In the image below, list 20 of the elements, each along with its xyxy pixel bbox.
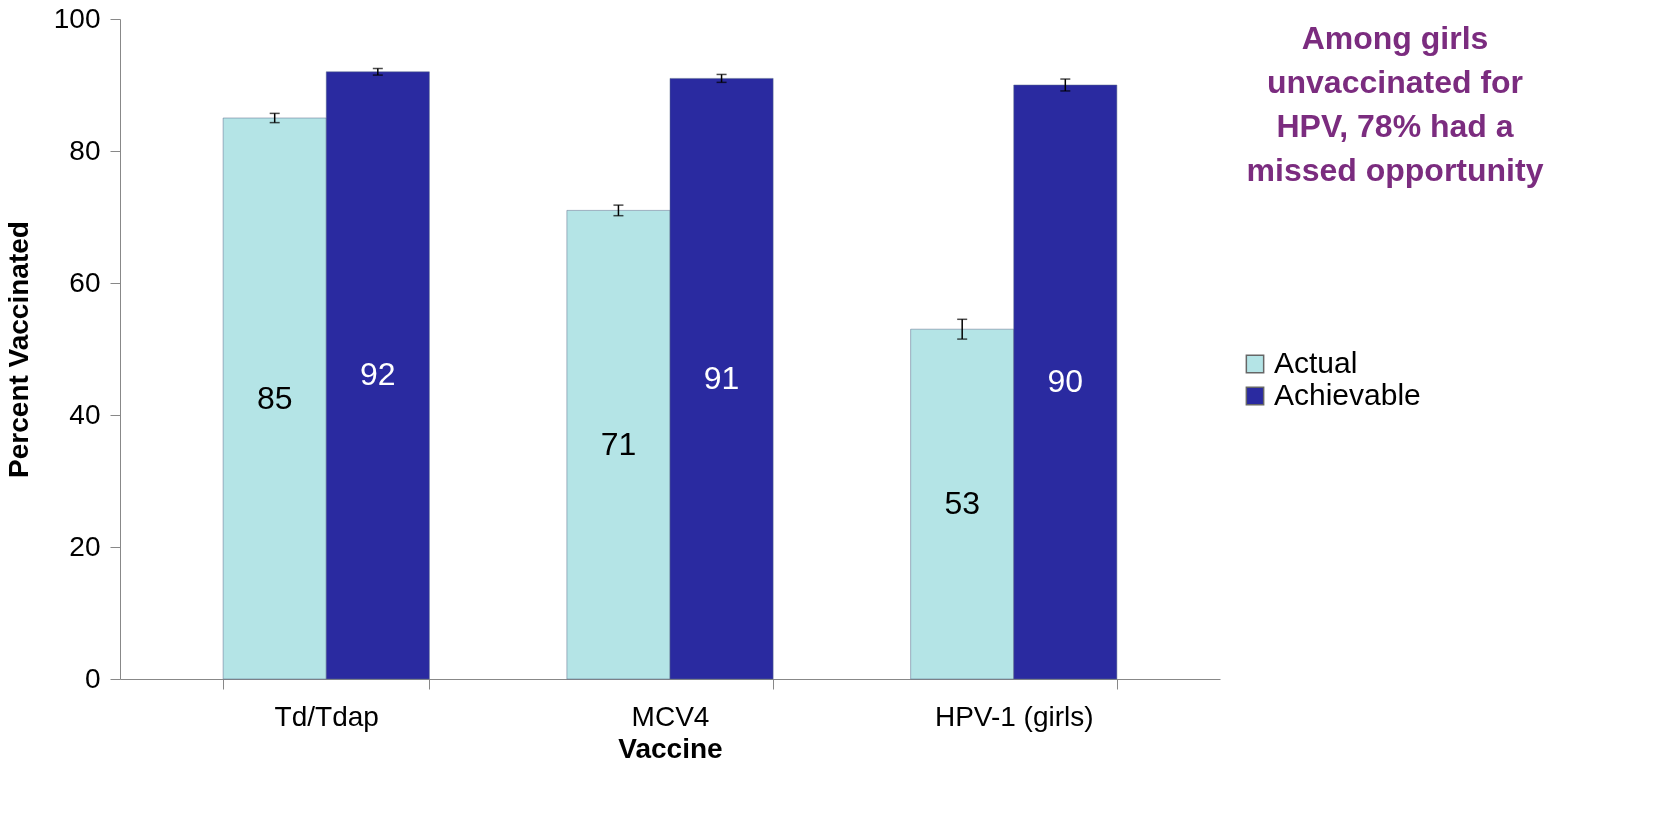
data-label: 90 — [1047, 363, 1084, 399]
y-tick-label: 40 — [69, 398, 101, 430]
y-axis-title: Percent Vaccinated — [2, 221, 34, 478]
y-tick-label: 20 — [69, 530, 101, 562]
y-tick-label: 80 — [69, 134, 101, 166]
data-label: 92 — [360, 356, 396, 393]
data-label: 91 — [703, 359, 740, 396]
x-axis-title: Vaccine — [618, 732, 723, 764]
y-tick-label: 0 — [84, 662, 101, 694]
x-tick-label: HPV-1 (girls) — [934, 700, 1094, 732]
legend-label: Achievable — [1274, 378, 1421, 411]
data-label: 71 — [600, 425, 637, 462]
legend-label: Actual — [1274, 346, 1358, 379]
text: Among girls unvaccinated for HPV, 78% had a missed opportunity — [1246, 20, 1544, 188]
data-label: 85 — [256, 379, 293, 416]
x-tick-label: Td/Tdap — [274, 700, 379, 732]
y-tick-label: 100 — [53, 2, 101, 34]
x-tick-label: MCV4 — [631, 700, 710, 732]
y-tick-label: 60 — [69, 266, 101, 298]
data-label: 53 — [944, 485, 980, 522]
